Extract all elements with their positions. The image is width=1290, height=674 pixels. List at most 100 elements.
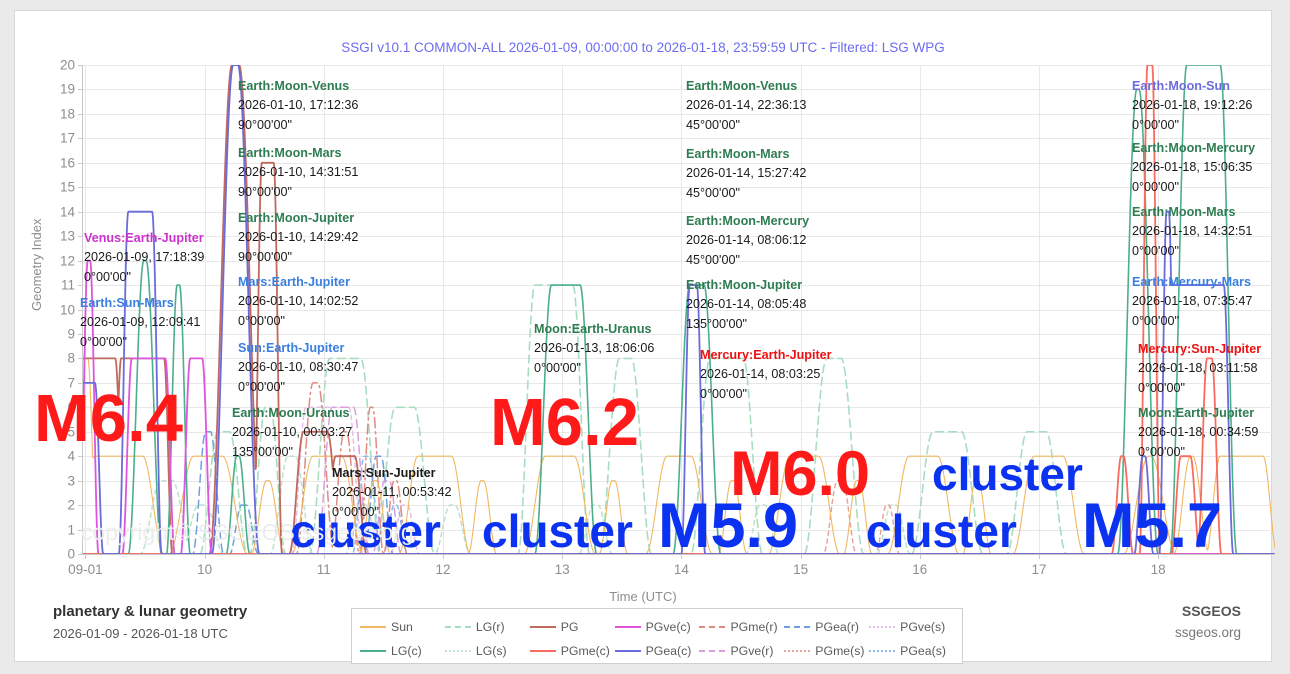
annotation-header: Earth:Moon-Venus <box>238 79 350 93</box>
annotation-angle: 90°00'00" <box>238 117 292 132</box>
magnitude-overlay-label: cluster <box>290 505 441 557</box>
annotation-header: Earth:Moon-Jupiter <box>686 278 803 292</box>
series-line <box>83 455 1275 554</box>
event-annotation: Earth:Moon-Mercury 2026-01-18, 15:06:35 0°… <box>1132 139 1255 197</box>
magnitude-overlay-label: M6.4 <box>34 381 183 456</box>
annotation-time: 2026-01-09, 12:09:41 <box>80 315 201 330</box>
legend-item[interactable]: PGea(s) <box>869 644 954 658</box>
legend-item[interactable]: PGea(r) <box>784 620 869 634</box>
legend-item[interactable]: PGve(r) <box>699 644 784 658</box>
event-annotation: Earth:Moon-Mars 2026-01-10, 14:31:51 90°00… <box>238 144 358 202</box>
y-tick-label: 18 <box>59 106 75 122</box>
annotation-time: 2026-01-14, 08:03:25 <box>700 367 821 382</box>
legend-item[interactable]: PGme(s) <box>784 644 869 658</box>
legend-row-1: Sun LG(r) PG PGve(c) PGme(r) PGea(r) PGve(s) <box>360 615 954 639</box>
annotation-header: Earth:Moon-Mercury <box>686 214 810 228</box>
legend-item[interactable]: PGve(s) <box>869 620 954 634</box>
y-tick-mark <box>78 480 83 482</box>
legend-item[interactable]: PG <box>529 620 615 634</box>
event-annotation: Mercury:Earth-Jupiter 2026-01-14, 08:03:2… <box>700 346 832 404</box>
grid-line-horizontal <box>83 309 1274 311</box>
legend-item[interactable]: LG(c) <box>360 644 445 658</box>
annotation-angle: 135°00'00" <box>686 316 747 331</box>
annotation-angle: 0°00'00" <box>700 386 747 401</box>
legend-label: PGme(r) <box>730 620 778 634</box>
annotation-angle: 0°00'00" <box>1138 444 1185 459</box>
footer-brand: SSGEOS <box>1181 603 1241 619</box>
footer-title: planetary & lunar geometry <box>53 603 248 620</box>
y-tick-mark <box>78 285 83 287</box>
legend-item[interactable]: PGme(c) <box>529 644 615 658</box>
grid-line-vertical <box>800 65 802 554</box>
grid-line-horizontal <box>83 65 1274 66</box>
y-tick-mark <box>78 382 83 384</box>
y-tick-label: 0 <box>67 546 75 562</box>
grid-line-vertical <box>919 65 921 554</box>
annotation-time: 2026-01-11, 00:53:42 <box>332 485 452 500</box>
watermark: copyright© SSGEOS ssgeos.org <box>81 519 414 545</box>
legend-line-swatch <box>360 650 386 652</box>
legend-label: PG <box>560 620 579 634</box>
x-tick-label: 13 <box>554 562 570 577</box>
legend-label: Sun <box>391 620 413 634</box>
annotation-header: Earth:Moon-Mars <box>1132 205 1236 219</box>
annotation-angle: 45°00'00" <box>686 185 740 200</box>
event-annotation: Earth:Sun-Mars 2026-01-09, 12:09:41 0°00'0… <box>80 294 200 352</box>
footer-subtitle: 2026-01-09 - 2026-01-18 UTC <box>53 626 228 641</box>
grid-line-vertical <box>442 65 444 554</box>
legend-line-swatch <box>869 650 896 652</box>
legend-line-swatch <box>699 626 726 628</box>
legend-label: PGve(c) <box>645 620 691 634</box>
legend-line-swatch <box>699 650 726 652</box>
annotation-time: 2026-01-10, 14:29:42 <box>238 230 359 245</box>
legend-line-swatch <box>614 626 641 628</box>
grid-line-horizontal <box>83 236 1274 238</box>
y-tick-mark <box>78 407 83 409</box>
grid-line-horizontal <box>83 529 1274 531</box>
y-tick-label: 2 <box>67 497 75 513</box>
legend-label: PGea(r) <box>815 620 860 634</box>
y-tick-mark <box>78 260 83 262</box>
x-tick-label: 18 <box>1150 562 1166 577</box>
grid-line-horizontal <box>83 211 1274 213</box>
y-tick-label: 9 <box>67 326 75 342</box>
legend-item[interactable]: Sun <box>360 620 445 634</box>
legend-item[interactable]: PGme(r) <box>699 620 784 634</box>
footer-url: ssgeos.org <box>1174 625 1241 640</box>
annotation-angle: 0°00'00" <box>1132 179 1179 194</box>
legend-item[interactable]: PGve(c) <box>614 620 700 634</box>
overlay-label-layer: M6.4 M6.2 M6.0 M5.9 M5.7 cluster cluster cluste… <box>34 65 1274 558</box>
y-tick-label: 20 <box>59 57 75 73</box>
legend-label: PGea(c) <box>645 644 692 658</box>
legend-label: LG(r) <box>475 620 505 634</box>
y-tick-mark <box>78 309 83 311</box>
event-annotation: Earth:Moon-Jupiter 2026-01-14, 08:05:48 13… <box>686 276 806 334</box>
grid-line-horizontal <box>83 138 1274 140</box>
annotation-angle: 0°00'00" <box>238 313 285 328</box>
y-tick-label: 17 <box>59 130 75 146</box>
legend-item[interactable]: LG(r) <box>444 620 530 634</box>
legend-row-2: LG(c) LG(s) PGme(c) PGea(c) PGve(r) PGme(s) PG… <box>360 639 954 663</box>
y-tick-mark <box>78 456 83 458</box>
annotation-time: 2026-01-10, 17:12:36 <box>238 98 359 113</box>
legend-line-swatch <box>869 626 896 628</box>
annotation-header: Earth:Moon-Jupiter <box>238 211 355 225</box>
event-annotation: Earth:Moon-Jupiter 2026-01-10, 14:29:42 90… <box>238 209 358 267</box>
footer-right: SSGEOS ssgeos.org <box>1175 603 1241 640</box>
magnitude-overlay-label: M6.2 <box>490 385 639 460</box>
annotation-header: Mercury:Earth-Jupiter <box>700 348 832 362</box>
legend-item[interactable]: PGea(c) <box>614 644 700 658</box>
x-tick-label: 11 <box>316 562 331 577</box>
y-tick-mark <box>78 89 83 91</box>
annotation-header: Moon:Earth-Uranus <box>534 322 652 336</box>
series-line <box>83 65 1275 554</box>
x-tick-label: 16 <box>912 562 928 577</box>
annotation-time: 2026-01-14, 08:05:48 <box>686 297 807 312</box>
annotation-header: Mercury:Sun-Jupiter <box>1138 342 1262 356</box>
event-annotation: Mars:Sun-Jupiter 2026-01-11, 00:53:42 0°00… <box>332 464 452 522</box>
y-tick-label: 8 <box>67 350 75 366</box>
x-tick-mark <box>85 554 87 559</box>
y-tick-mark <box>78 138 83 140</box>
legend-item[interactable]: LG(s) <box>444 644 530 658</box>
annotation-angle: 0°00'00" <box>534 360 581 375</box>
